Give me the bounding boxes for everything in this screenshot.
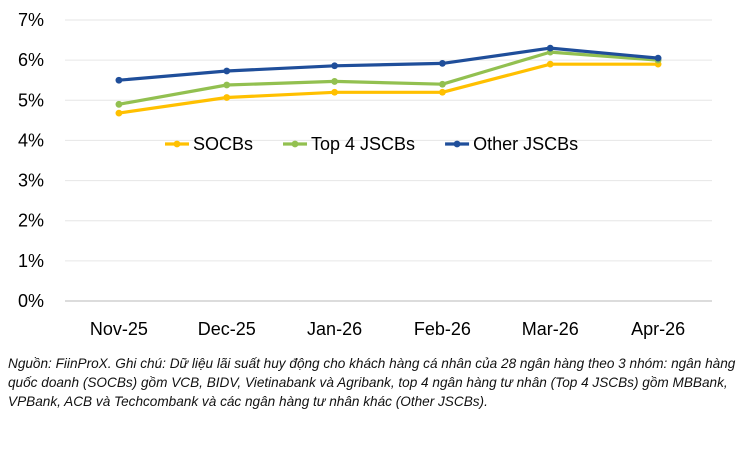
data-point — [439, 59, 446, 67]
data-point — [546, 44, 554, 52]
data-point — [331, 62, 338, 70]
series-other-jscbs — [115, 44, 662, 84]
series-line — [117, 50, 660, 106]
legend-label: Top 4 JSCBs — [311, 134, 415, 154]
data-point — [439, 80, 446, 88]
series-line — [117, 46, 660, 82]
data-point — [223, 67, 231, 75]
legend-label: Other JSCBs — [473, 134, 578, 154]
x-tick-label: Mar-26 — [522, 319, 579, 339]
y-tick-label: 4% — [18, 130, 44, 150]
x-tick-label: Nov-25 — [90, 319, 148, 339]
x-axis-ticks: Nov-25 Dec-25 Jan-26 Feb-26 Mar-26 Apr-26 — [90, 319, 685, 339]
y-tick-label: 7% — [18, 10, 44, 30]
x-tick-label: Feb-26 — [414, 319, 471, 339]
data-point — [115, 76, 123, 84]
data-point — [115, 109, 123, 117]
legend: SOCBs Top 4 JSCBs Other JSCBs — [165, 134, 578, 154]
legend-item: Top 4 JSCBs — [283, 134, 415, 154]
y-axis-ticks: 0% 1% 2% 3% 4% 5% 6% 7% — [18, 10, 44, 311]
x-tick-label: Apr-26 — [631, 319, 685, 339]
x-tick-label: Jan-26 — [307, 319, 362, 339]
y-tick-label: 2% — [18, 211, 44, 231]
series-line — [117, 62, 660, 115]
legend-item: SOCBs — [165, 134, 253, 154]
legend-item: Other JSCBs — [445, 134, 578, 154]
line-chart: 0% 1% 2% 3% 4% 5% 6% 7% Nov-25 Dec-25 Jan-26 Feb-2… — [18, 10, 712, 339]
data-point — [654, 54, 662, 62]
data-point — [223, 94, 231, 101]
data-point — [439, 88, 446, 96]
legend-marker-icon — [173, 140, 181, 148]
y-tick-label: 6% — [18, 50, 44, 70]
data-point — [223, 81, 231, 89]
series-socbs — [115, 60, 662, 117]
y-tick-label: 0% — [18, 291, 44, 311]
x-tick-label: Dec-25 — [198, 319, 256, 339]
y-tick-label: 3% — [18, 171, 44, 191]
legend-marker-icon — [291, 140, 299, 148]
source-note: Nguồn: FiinProX. Ghi chú: Dữ liệu lãi su… — [8, 356, 736, 409]
grid-lines — [65, 19, 712, 302]
legend-label: SOCBs — [193, 134, 253, 154]
series-top-4-jscbs — [115, 48, 662, 108]
y-tick-label: 5% — [18, 90, 44, 110]
legend-marker-icon — [453, 140, 461, 148]
series-lines — [115, 44, 662, 117]
data-point — [331, 88, 338, 96]
y-tick-label: 1% — [18, 251, 44, 271]
data-point — [331, 78, 338, 85]
data-point — [546, 60, 554, 68]
data-point — [115, 100, 123, 108]
